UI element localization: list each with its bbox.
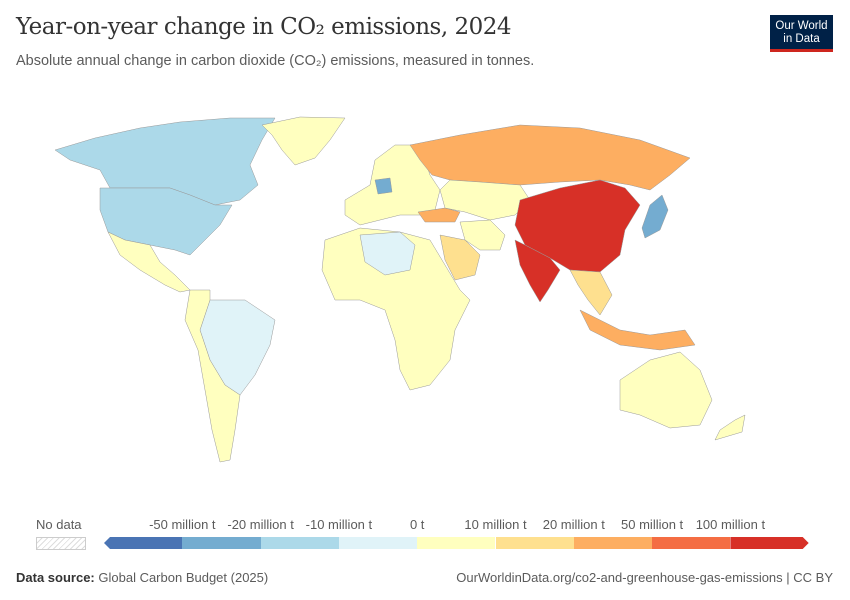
country-indonesia[interactable] xyxy=(579,309,696,351)
country-turkey[interactable] xyxy=(417,207,461,223)
legend-bin-2[interactable] xyxy=(260,537,339,549)
chart-subtitle: Absolute annual change in carbon dioxide… xyxy=(16,53,535,69)
source-link[interactable]: Global Carbon Budget (2025) xyxy=(98,570,269,585)
legend-label: -20 million t xyxy=(227,517,294,532)
country-greenland[interactable] xyxy=(261,116,346,166)
country-saudi-arabia[interactable] xyxy=(439,234,481,281)
legend-label: 100 million t xyxy=(695,517,766,532)
country-south-america-west[interactable] xyxy=(184,289,241,463)
legend-bin-5[interactable] xyxy=(495,537,574,549)
legend-label: -10 million t xyxy=(305,517,373,532)
legend-label: 0 t xyxy=(409,517,425,532)
legend-bin-4[interactable] xyxy=(417,537,496,549)
country-africa[interactable] xyxy=(321,227,471,391)
country-russia[interactable] xyxy=(409,124,691,191)
legend-label: -50 million t xyxy=(149,517,216,532)
no-data-swatch xyxy=(36,537,86,550)
country-new-zealand[interactable] xyxy=(714,414,746,441)
country-australia[interactable] xyxy=(619,351,713,429)
world-map xyxy=(54,116,746,463)
logo-line-2: in Data xyxy=(783,33,820,45)
country-india[interactable] xyxy=(514,239,561,303)
legend-label: 20 million t xyxy=(542,517,605,532)
country-japan[interactable] xyxy=(641,194,669,239)
country-southeast-asia[interactable] xyxy=(569,269,613,316)
footer-url[interactable]: OurWorldinData.org/co2-and-greenhouse-ga… xyxy=(456,570,833,585)
legend-bin-1[interactable] xyxy=(182,537,261,549)
chart-title: Year-on-year change in CO₂ emissions, 20… xyxy=(16,14,512,40)
legend-bin-0[interactable] xyxy=(104,537,183,549)
country-algeria-and-libya[interactable] xyxy=(359,231,416,276)
country-germany[interactable] xyxy=(374,177,393,195)
legend-label: 50 million t xyxy=(621,517,684,532)
no-data-label: No data xyxy=(36,517,82,532)
country-europe[interactable] xyxy=(344,144,441,226)
legend-bin-3[interactable] xyxy=(338,537,418,549)
owid-logo[interactable]: Our World in Data xyxy=(770,15,833,52)
logo-line-1: Our World xyxy=(775,20,828,32)
source-label: Data source: xyxy=(16,570,95,585)
country-kazakhstan-and-central-asia[interactable] xyxy=(439,179,531,221)
country-canada[interactable] xyxy=(54,117,276,206)
legend-label: 10 million t xyxy=(464,517,527,532)
legend-bin-8[interactable] xyxy=(730,537,808,549)
data-source: Data source: Global Carbon Budget (2025) xyxy=(16,570,268,585)
legend-bin-7[interactable] xyxy=(652,537,731,549)
legend-bin-6[interactable] xyxy=(573,537,653,549)
